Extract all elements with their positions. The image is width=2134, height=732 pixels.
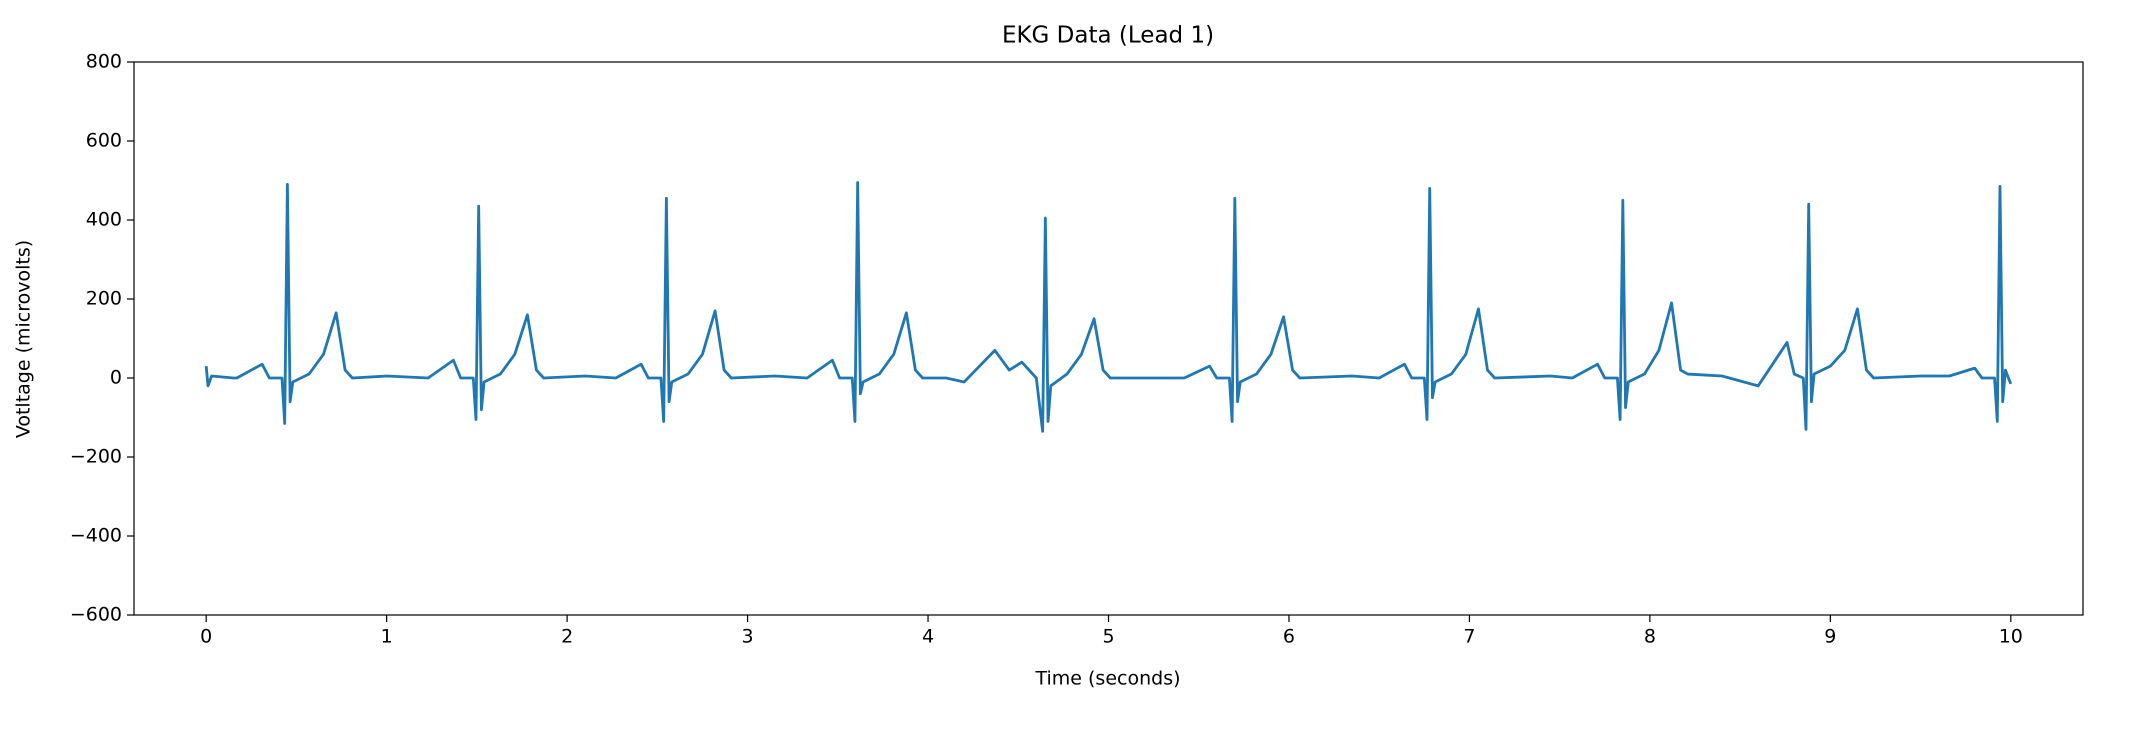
x-tick-label: 6 [1283,626,1295,648]
y-tick-label: 600 [86,130,122,152]
x-tick-label: 8 [1644,626,1656,648]
y-tick-label: 0 [110,367,122,389]
y-tick-label: −200 [70,446,122,468]
x-tick-label: 10 [1999,626,2023,648]
x-tick-label: 4 [922,626,934,648]
y-tick-label: −600 [70,604,122,626]
x-tick-label: 5 [1102,626,1114,648]
y-tick-label: 200 [86,288,122,310]
y-tick-label: 400 [86,209,122,231]
ekg-line [204,181,2013,433]
y-axis-label: Votltage (microvolts) [13,240,35,438]
x-tick-label: 2 [561,626,573,648]
x-tick-label: 9 [1824,626,1836,648]
x-tick-label: 3 [742,626,754,648]
plot-frame [133,61,2084,616]
x-axis-label: Time (seconds) [1034,668,1180,690]
y-tick-label: −400 [70,525,122,547]
chart-title: EKG Data (Lead 1) [1002,23,1214,49]
x-tick-label: 7 [1463,626,1475,648]
y-tick-label: 800 [86,51,122,73]
x-tick-label: 0 [200,626,212,648]
x-tick-label: 1 [381,626,393,648]
